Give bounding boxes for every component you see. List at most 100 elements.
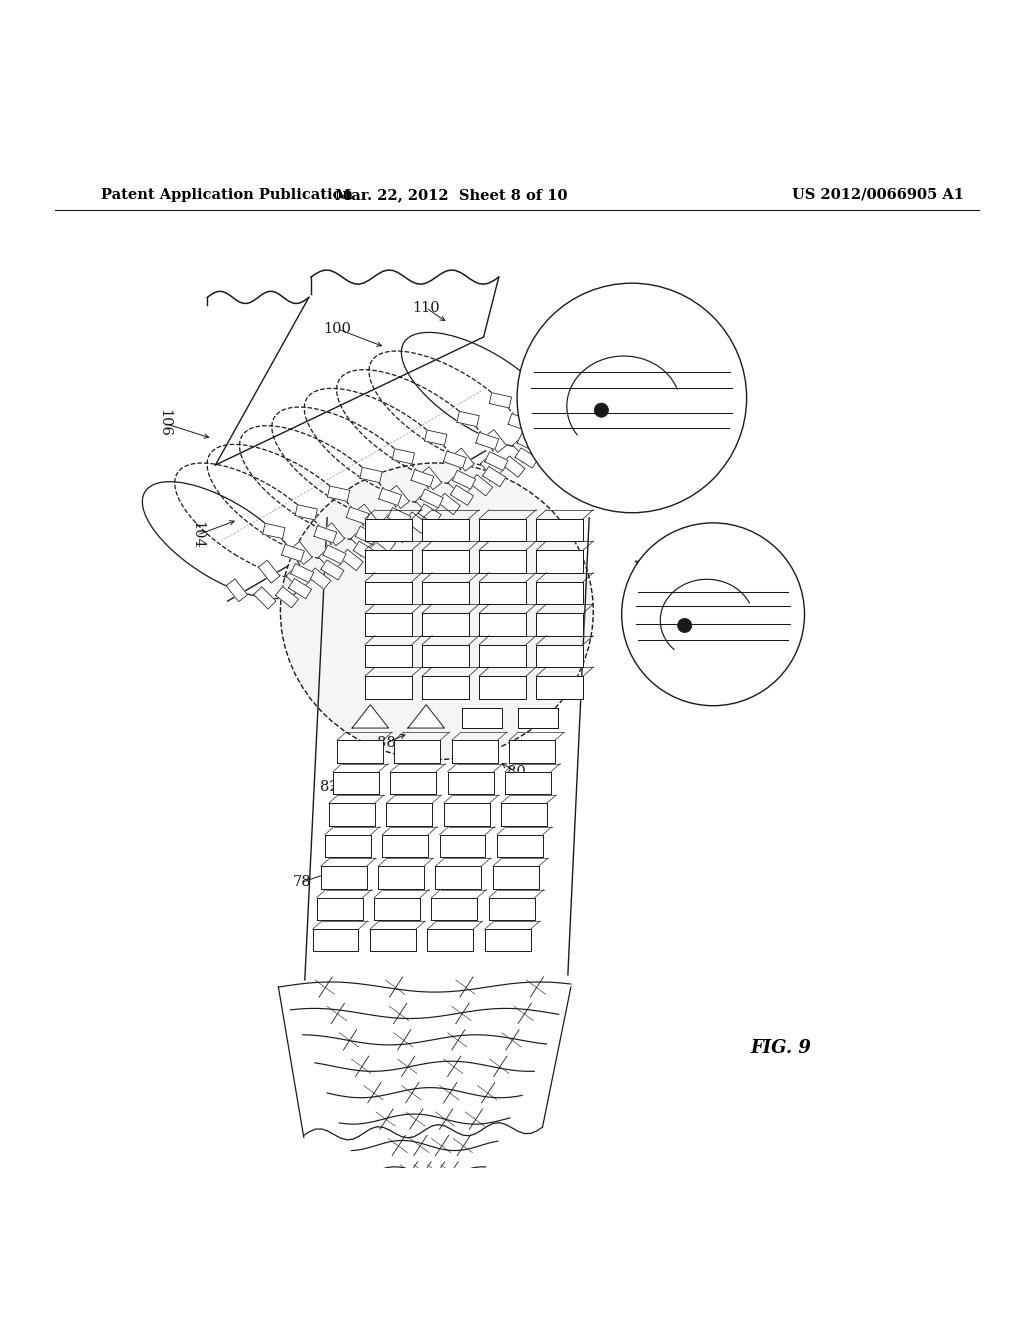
Text: 102: 102 — [561, 306, 589, 319]
Polygon shape — [470, 475, 493, 496]
Polygon shape — [337, 741, 383, 763]
Polygon shape — [321, 866, 367, 888]
Polygon shape — [537, 550, 583, 573]
Polygon shape — [453, 470, 475, 490]
Text: 76: 76 — [409, 812, 427, 825]
Polygon shape — [457, 412, 479, 426]
Polygon shape — [479, 582, 526, 605]
Polygon shape — [479, 614, 526, 636]
Polygon shape — [422, 614, 469, 636]
Text: 86: 86 — [454, 743, 473, 758]
Polygon shape — [394, 741, 440, 763]
Polygon shape — [452, 741, 498, 763]
Text: 100: 100 — [324, 322, 351, 335]
Polygon shape — [379, 488, 401, 506]
Polygon shape — [392, 449, 415, 463]
Polygon shape — [323, 545, 346, 564]
Polygon shape — [359, 467, 382, 483]
Polygon shape — [535, 437, 557, 458]
Polygon shape — [406, 512, 428, 533]
Polygon shape — [550, 414, 572, 433]
Polygon shape — [479, 519, 526, 541]
Polygon shape — [388, 486, 410, 508]
Polygon shape — [291, 541, 312, 565]
Polygon shape — [489, 392, 512, 408]
Polygon shape — [289, 578, 311, 599]
Polygon shape — [497, 834, 543, 857]
Polygon shape — [318, 549, 341, 572]
Text: FIG. 9: FIG. 9 — [751, 1039, 812, 1057]
Polygon shape — [420, 488, 443, 508]
Polygon shape — [537, 614, 583, 636]
Polygon shape — [513, 437, 535, 459]
Polygon shape — [408, 705, 444, 729]
Polygon shape — [422, 582, 469, 605]
Polygon shape — [484, 929, 530, 952]
Polygon shape — [382, 834, 428, 857]
Polygon shape — [316, 898, 362, 920]
Polygon shape — [254, 586, 276, 609]
Polygon shape — [479, 676, 526, 698]
Polygon shape — [515, 447, 539, 469]
Text: 106: 106 — [158, 409, 172, 437]
Circle shape — [517, 284, 746, 512]
Polygon shape — [374, 898, 420, 920]
Polygon shape — [422, 676, 469, 698]
Polygon shape — [508, 413, 531, 430]
Polygon shape — [226, 579, 248, 602]
Polygon shape — [437, 494, 461, 515]
Polygon shape — [325, 834, 371, 857]
Polygon shape — [365, 519, 412, 541]
Polygon shape — [346, 507, 369, 524]
Polygon shape — [501, 803, 547, 825]
Polygon shape — [314, 525, 337, 543]
Polygon shape — [286, 568, 308, 590]
Text: 108: 108 — [615, 451, 644, 466]
Text: 82: 82 — [319, 780, 339, 793]
Polygon shape — [383, 512, 406, 535]
Polygon shape — [353, 541, 377, 561]
Polygon shape — [479, 644, 526, 667]
Polygon shape — [462, 708, 503, 729]
Polygon shape — [365, 676, 412, 698]
Polygon shape — [365, 644, 412, 667]
Polygon shape — [258, 560, 280, 583]
Text: 116: 116 — [720, 653, 748, 668]
Polygon shape — [355, 504, 377, 527]
Polygon shape — [388, 508, 411, 527]
Polygon shape — [329, 803, 375, 825]
Polygon shape — [451, 486, 473, 506]
Polygon shape — [485, 429, 507, 453]
Polygon shape — [479, 550, 526, 573]
Polygon shape — [422, 644, 469, 667]
Polygon shape — [443, 451, 466, 469]
Polygon shape — [482, 466, 506, 487]
Polygon shape — [505, 772, 551, 795]
Text: 114: 114 — [634, 561, 662, 574]
Polygon shape — [453, 449, 474, 471]
Polygon shape — [517, 433, 541, 451]
Polygon shape — [431, 898, 477, 920]
Polygon shape — [411, 470, 434, 487]
Ellipse shape — [281, 463, 593, 759]
Polygon shape — [449, 475, 470, 498]
Polygon shape — [263, 523, 285, 539]
Polygon shape — [480, 457, 503, 478]
Polygon shape — [548, 429, 570, 449]
Polygon shape — [378, 866, 424, 888]
Circle shape — [622, 523, 805, 706]
Polygon shape — [373, 531, 395, 552]
Polygon shape — [308, 568, 331, 589]
Polygon shape — [476, 433, 499, 450]
Text: 118: 118 — [654, 643, 682, 657]
Circle shape — [594, 403, 608, 417]
Text: US 2012/0066905 A1: US 2012/0066905 A1 — [792, 187, 964, 202]
Polygon shape — [493, 866, 539, 888]
Text: 78: 78 — [293, 875, 311, 890]
Polygon shape — [420, 467, 441, 490]
Polygon shape — [386, 523, 409, 543]
Polygon shape — [537, 582, 583, 605]
Polygon shape — [484, 451, 508, 470]
Polygon shape — [321, 560, 344, 579]
Polygon shape — [275, 586, 298, 609]
